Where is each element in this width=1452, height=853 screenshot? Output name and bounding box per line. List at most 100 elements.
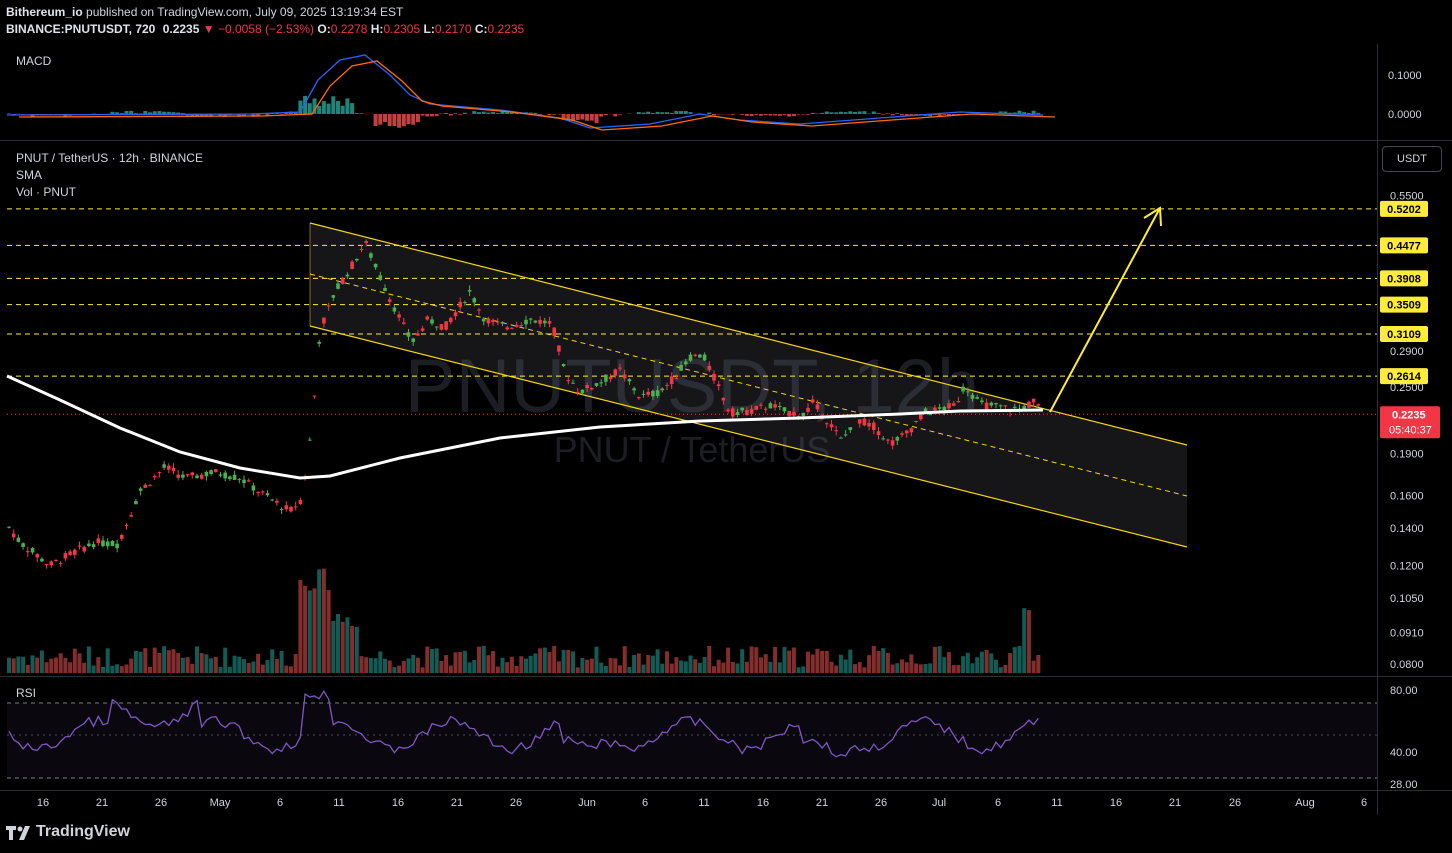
macd-histogram-bar: [458, 114, 463, 115]
rsi-legend[interactable]: RSI: [16, 686, 37, 700]
volume-bar: [787, 650, 792, 673]
volume-bar: [505, 662, 510, 673]
candle-body: [481, 318, 486, 322]
candle-body: [928, 414, 932, 416]
candle-body: [458, 301, 462, 308]
macd-line[interactable]: [6, 54, 1044, 129]
channel-lower-line[interactable]: [309, 325, 1188, 548]
time-axis-label: 16: [392, 797, 404, 809]
volume-bar: [538, 648, 543, 673]
volume-bar: [862, 667, 867, 673]
macd-histogram-bar: [669, 112, 674, 114]
sma-legend[interactable]: SMA: [16, 168, 43, 182]
candle-body: [308, 439, 312, 441]
channel-mid-line[interactable]: [309, 273, 1188, 497]
volume-bar: [947, 652, 951, 673]
candle-body: [674, 378, 679, 380]
volume-bar: [321, 568, 326, 673]
main-legend-title[interactable]: PNUT / TetherUS · 12h · BINANCE: [16, 151, 203, 165]
volume-bar: [439, 661, 444, 673]
volume-bar: [392, 667, 397, 673]
volume-bar: [608, 658, 613, 673]
macd-histogram-bar: [242, 114, 246, 117]
candle-body: [637, 397, 641, 399]
candle-body: [669, 376, 674, 385]
candle-body: [627, 379, 632, 382]
volume-bar: [458, 652, 463, 673]
volume-bar: [293, 653, 298, 673]
volume-bar: [853, 664, 857, 673]
macd-histogram-bar: [359, 113, 364, 114]
candle-body: [580, 389, 585, 394]
volume-bar: [810, 654, 815, 673]
time-axis-label: 6: [1361, 797, 1367, 809]
candle-body: [787, 410, 791, 416]
volume-bar: [650, 655, 655, 673]
publisher-name[interactable]: Bithereum_io: [6, 5, 83, 19]
volume-bar: [627, 666, 632, 673]
volume-bar: [928, 663, 933, 673]
macd-histogram-bar: [190, 114, 195, 116]
macd-histogram-bar: [824, 111, 829, 114]
macd-histogram-bar: [712, 114, 716, 116]
volume-bar: [190, 663, 195, 673]
target-arrow-line[interactable]: [1049, 207, 1161, 413]
macd-histogram-bar: [853, 111, 857, 114]
candle-body: [970, 394, 975, 399]
macd-legend[interactable]: MACD: [16, 54, 52, 68]
level-price-tag: [1380, 200, 1428, 217]
volume-bar: [688, 655, 693, 673]
candle-body: [44, 564, 49, 566]
macd-histogram-bar: [885, 113, 890, 114]
candle-body: [745, 410, 749, 416]
volume-bar: [298, 579, 303, 673]
volume-bar: [354, 626, 359, 673]
macd-histogram-bar: [223, 114, 228, 117]
price-axis-label: 0.2900: [1390, 346, 1424, 358]
volume-bar: [425, 646, 430, 673]
candle-body: [406, 332, 411, 337]
macd-histogram-bar: [265, 114, 270, 116]
volume-bar: [975, 657, 980, 673]
level-price-tag: [1380, 237, 1428, 254]
candle-body: [30, 548, 35, 553]
currency-button[interactable]: USDT: [1382, 146, 1442, 172]
candle-body: [449, 317, 453, 323]
rsi-line[interactable]: [8, 689, 1039, 758]
candle-body: [886, 439, 890, 441]
candle-body: [143, 484, 148, 488]
macd-histogram-bar: [914, 114, 919, 115]
macd-histogram-bar: [209, 114, 214, 117]
volume-bar: [86, 646, 91, 673]
candle-body: [486, 318, 491, 324]
volume-bar: [519, 656, 524, 673]
macd-histogram-bar: [759, 114, 763, 116]
volume-bar: [420, 667, 425, 673]
volume-bar: [133, 650, 138, 673]
volume-bar: [589, 658, 594, 673]
tradingview-logo[interactable]: TradingView: [6, 823, 130, 841]
candle-body: [129, 515, 133, 517]
time-axis-label: 6: [995, 797, 1001, 809]
time-axis-label: 11: [1051, 797, 1062, 809]
volume-bar: [317, 569, 322, 673]
macd-histogram-bar: [904, 114, 909, 116]
symbol-info[interactable]: BINANCE:PNUTUSDT, 720: [6, 22, 156, 36]
candle-body: [810, 399, 815, 403]
macd-histogram-bar: [599, 114, 604, 117]
volume-legend[interactable]: Vol · PNUT: [16, 185, 77, 199]
sma-line[interactable]: [6, 374, 1044, 480]
volume-bar: [58, 653, 63, 673]
price-axis-label: 0.1600: [1390, 491, 1424, 503]
volume-bar: [185, 657, 190, 673]
macd-signal-line[interactable]: [18, 60, 1056, 131]
candle-body: [359, 249, 364, 251]
macd-histogram-bar: [571, 114, 575, 122]
volume-bar: [411, 654, 416, 673]
macd-histogram-bar: [998, 111, 1003, 114]
volume-bar: [580, 658, 585, 673]
candle-body: [279, 508, 284, 510]
candle-body: [923, 408, 928, 413]
volume-bar: [284, 665, 289, 673]
